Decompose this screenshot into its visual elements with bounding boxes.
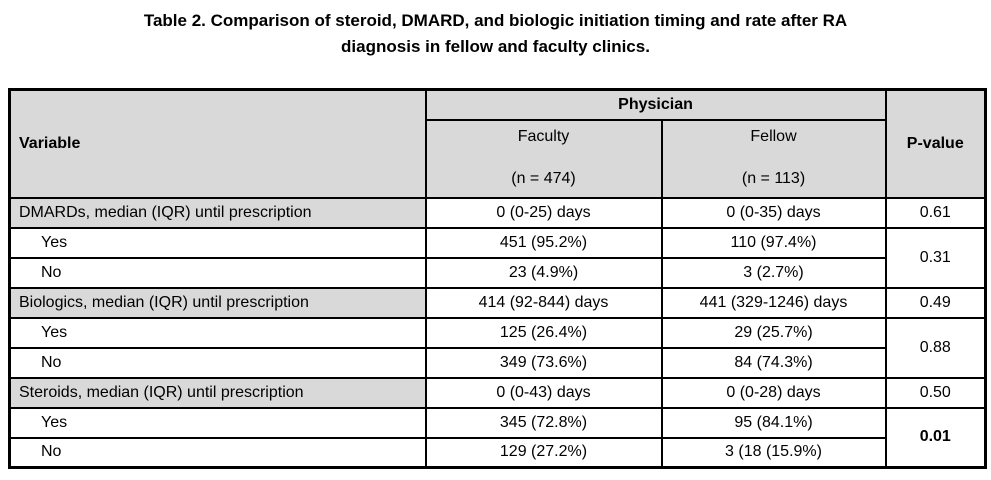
table-row-biologics-yes: Yes 125 (26.4%) 29 (25.7%) 0.88 — [8, 316, 987, 379]
cell-variable: Yes — [8, 406, 427, 439]
cell-faculty: 349 (73.6%) — [424, 347, 663, 379]
header-variable: Variable — [8, 88, 427, 199]
header-physician: Physician — [424, 88, 887, 121]
cell-faculty: 23 (4.9%) — [424, 257, 663, 289]
table-row-dmards-no: No 23 (4.9%) 3 (2.7%) — [8, 257, 986, 289]
table-row-dmards-yes: Yes 451 (95.2%) 110 (97.4%) 0.31 — [8, 226, 987, 289]
header-fellow-n: (n = 113) — [741, 169, 806, 187]
cell-faculty: 414 (92-844) days — [424, 286, 663, 319]
cell-p-value: 0.01 — [884, 406, 987, 469]
header-faculty-n: (n = 474) — [511, 169, 576, 187]
cell-p-value: 0.50 — [884, 376, 987, 409]
cell-fellow: 441 (329-1246) days — [660, 286, 887, 319]
cell-faculty: 0 (0-25) days — [424, 196, 663, 229]
cell-fellow: 3 (18 (15.9%) — [660, 437, 887, 469]
cell-variable: No — [8, 437, 427, 469]
cell-fellow: 0 (0-28) days — [660, 376, 887, 409]
cell-faculty: 345 (72.8%) — [424, 406, 663, 439]
table-row-dmards: DMARDs, median (IQR) until prescription … — [8, 196, 987, 229]
header-fellow: Fellow (n = 113) — [660, 118, 887, 199]
table-caption: Table 2. Comparison of steroid, DMARD, a… — [86, 8, 906, 60]
cell-faculty: 125 (26.4%) — [424, 316, 663, 349]
table-row-steroids-no: No 129 (27.2%) 3 (18 (15.9%) — [8, 437, 986, 469]
cell-variable: No — [8, 347, 427, 379]
cell-fellow: 29 (25.7%) — [660, 316, 887, 349]
cell-faculty: 0 (0-43) days — [424, 376, 663, 409]
header-row-groups: Faculty (n = 474) Fellow (n = 113) — [10, 118, 986, 199]
header-row-physician: Variable Physician P-value — [8, 88, 987, 199]
cell-variable: No — [8, 257, 427, 289]
cell-fellow: 110 (97.4%) — [660, 226, 887, 259]
header-faculty-label: Faculty — [517, 127, 570, 145]
table-row-steroids-yes: Yes 345 (72.8%) 95 (84.1%) 0.01 — [8, 406, 987, 469]
cell-p-value: 0.31 — [884, 226, 987, 289]
caption-line-2: diagnosis in fellow and faculty clinics. — [341, 37, 650, 56]
cell-variable: Biologics, median (IQR) until prescripti… — [8, 286, 427, 319]
cell-faculty: 451 (95.2%) — [424, 226, 663, 259]
cell-fellow: 84 (74.3%) — [660, 347, 887, 379]
cell-fellow: 0 (0-35) days — [660, 196, 887, 229]
caption-line-1: Table 2. Comparison of steroid, DMARD, a… — [143, 11, 848, 30]
header-p-value: P-value — [884, 88, 987, 199]
cell-variable: Yes — [8, 316, 427, 349]
cell-p-value: 0.88 — [884, 316, 987, 379]
comparison-table: Variable Physician P-value Faculty (n = … — [8, 88, 988, 469]
cell-variable: Steroids, median (IQR) until prescriptio… — [8, 376, 427, 409]
table-row-biologics: Biologics, median (IQR) until prescripti… — [8, 286, 987, 319]
cell-variable: DMARDs, median (IQR) until prescription — [8, 196, 427, 229]
cell-faculty: 129 (27.2%) — [424, 437, 663, 469]
table-row-biologics-no: No 349 (73.6%) 84 (74.3%) — [8, 347, 986, 379]
cell-p-value: 0.61 — [884, 196, 987, 229]
table-row-steroids: Steroids, median (IQR) until prescriptio… — [8, 376, 987, 409]
cell-fellow: 3 (2.7%) — [660, 257, 887, 289]
cell-p-value: 0.49 — [884, 286, 987, 319]
cell-fellow: 95 (84.1%) — [660, 406, 887, 439]
page: Table 2. Comparison of steroid, DMARD, a… — [0, 8, 991, 480]
cell-variable: Yes — [8, 226, 427, 259]
header-fellow-label: Fellow — [750, 127, 797, 145]
header-faculty: Faculty (n = 474) — [424, 118, 663, 199]
